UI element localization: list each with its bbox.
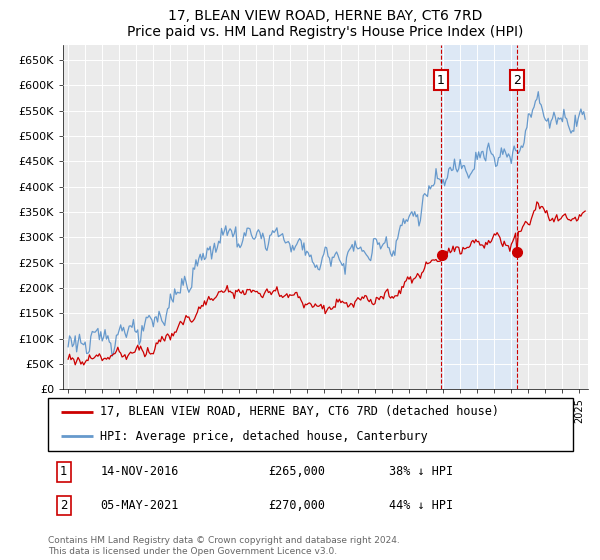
Bar (441, 45, 517, 389)
Title: 17, BLEAN VIEW ROAD, HERNE BAY, CT6 7RD
Price paid vs. HM Land Registry's House : 17, BLEAN VIEW ROAD, HERNE BAY, CT6 7RD … (127, 10, 524, 39)
Text: £265,000: £265,000 (269, 465, 325, 478)
Text: 44% ↓ HPI: 44% ↓ HPI (389, 499, 454, 512)
Text: 1: 1 (60, 465, 67, 478)
Text: 17, BLEAN VIEW ROAD, HERNE BAY, CT6 7RD (detached house): 17, BLEAN VIEW ROAD, HERNE BAY, CT6 7RD … (101, 405, 499, 418)
Text: 05-MAY-2021: 05-MAY-2021 (101, 499, 179, 512)
Text: HPI: Average price, detached house, Canterbury: HPI: Average price, detached house, Cant… (101, 430, 428, 443)
Text: 2: 2 (513, 74, 521, 87)
Text: 1: 1 (437, 74, 445, 87)
Text: 2: 2 (60, 499, 67, 512)
Text: 38% ↓ HPI: 38% ↓ HPI (389, 465, 454, 478)
Text: Contains HM Land Registry data © Crown copyright and database right 2024.
This d: Contains HM Land Registry data © Crown c… (48, 536, 400, 556)
Text: £270,000: £270,000 (269, 499, 325, 512)
Text: 14-NOV-2016: 14-NOV-2016 (101, 465, 179, 478)
